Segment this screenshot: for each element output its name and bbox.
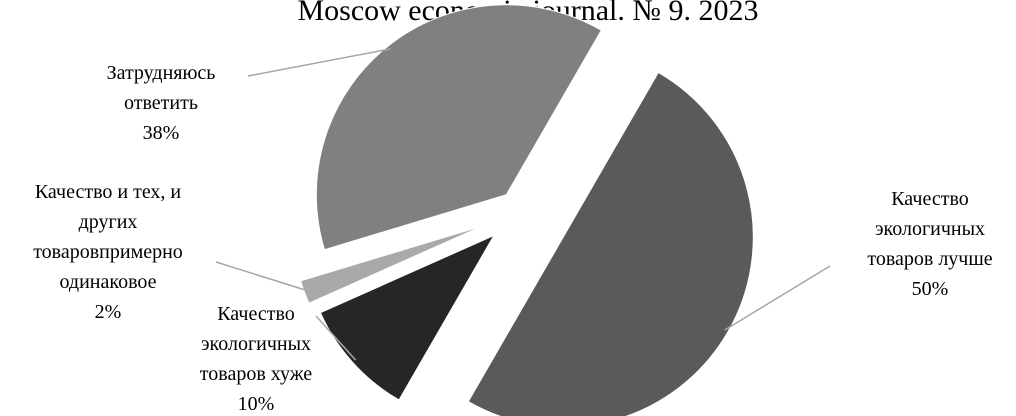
slice-category-label-2: других (79, 211, 138, 233)
slice-category-label-3: Затрудняюсь (107, 62, 216, 84)
slice-value-label-3: 38% (143, 122, 180, 144)
slice-category-label-1: Качество (217, 303, 295, 325)
slice-category-label-2: Качество и тех, и (35, 181, 182, 203)
slice-value-label-2: 2% (95, 301, 122, 323)
slice-value-label-0: 50% (912, 278, 949, 300)
slice-category-label-0: товаров лучше (867, 248, 992, 270)
pie-slice-0 (467, 71, 754, 416)
leader-line-2 (215, 261, 309, 292)
slice-category-label-1: товаров хуже (200, 363, 313, 385)
slice-category-label-3: ответить (124, 92, 198, 114)
slice-category-label-2: товаровпримерно (33, 241, 183, 263)
leader-line-0 (724, 265, 831, 331)
slice-category-label-0: экологичных (875, 218, 985, 240)
leader-line-1 (315, 315, 357, 361)
pie-slice-3 (315, 4, 603, 251)
slice-category-label-1: экологичных (201, 333, 311, 355)
pie-slice-1 (319, 234, 496, 401)
slice-category-label-2: одинаковое (59, 271, 156, 293)
pie-slice-2 (299, 225, 483, 304)
slice-value-label-1: 10% (238, 393, 275, 415)
slice-category-label-0: Качество (891, 188, 969, 210)
leader-line-3 (247, 48, 391, 77)
